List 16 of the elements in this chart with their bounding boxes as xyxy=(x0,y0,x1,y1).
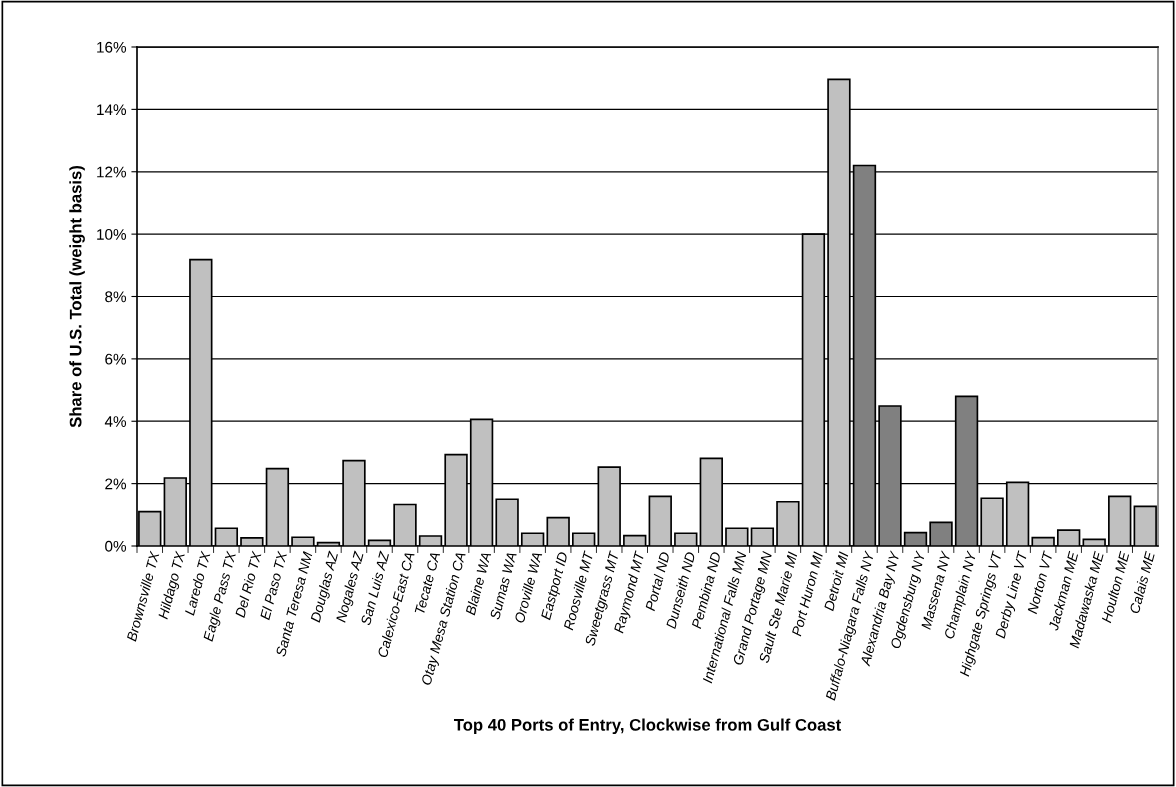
x-tick-label: Laredo TX xyxy=(184,550,211,616)
x-tick-label: Calais ME xyxy=(1129,550,1156,614)
y-tick-label: 6% xyxy=(105,353,127,365)
y-tick-label: 2% xyxy=(105,478,127,490)
x-axis-title: Top 40 Ports of Entry, Clockwise from Gulf Coast xyxy=(453,718,842,735)
x-tick-label: Norton VT xyxy=(1027,550,1054,615)
y-tick-label: 10% xyxy=(97,228,127,240)
y-tick-label: 14% xyxy=(97,104,127,115)
y-tick-label: 4% xyxy=(104,416,127,427)
y-tick-label: 16% xyxy=(97,41,127,53)
y-tick-label: 8% xyxy=(105,291,127,303)
x-tick-label: Tecate CA xyxy=(414,551,441,615)
y-tick-label: 0% xyxy=(105,540,127,552)
x-tick-label: Portal ND xyxy=(644,551,670,612)
y-axis-title: Share of U.S. Total (weight basis) xyxy=(69,165,85,428)
y-tick-label: 12% xyxy=(97,166,127,178)
